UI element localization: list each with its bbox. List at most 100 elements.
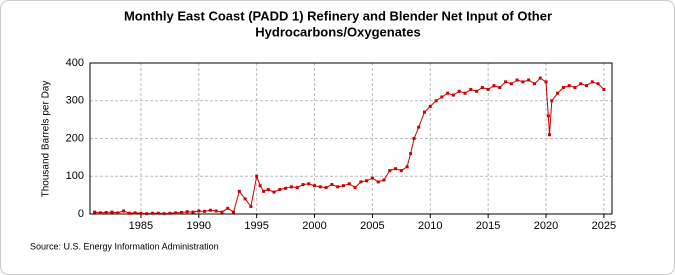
data-point: [272, 190, 276, 194]
y-tick-label: 400: [66, 57, 84, 69]
data-point: [258, 184, 262, 188]
data-point: [532, 82, 536, 86]
data-point: [336, 185, 340, 189]
data-point: [318, 185, 322, 189]
data-point: [492, 84, 496, 88]
data-point: [330, 183, 334, 187]
data-point: [457, 89, 461, 93]
y-tick-label: 0: [78, 208, 84, 220]
data-point: [382, 178, 386, 182]
data-point: [347, 182, 351, 186]
x-tick-label: 2005: [360, 220, 384, 232]
data-point: [255, 174, 259, 178]
data-point: [353, 186, 357, 190]
data-point: [214, 209, 218, 213]
data-point: [266, 187, 270, 191]
data-point: [480, 86, 484, 90]
data-point: [486, 87, 490, 91]
data-point: [590, 80, 594, 84]
data-point: [515, 78, 519, 82]
data-point: [301, 183, 305, 187]
data-point: [475, 89, 479, 93]
data-point: [179, 210, 183, 214]
data-point: [98, 211, 102, 215]
chart-title: Hydrocarbons/Oxygenates: [255, 24, 420, 39]
data-point: [567, 84, 571, 88]
y-tick-label: 300: [66, 95, 84, 107]
data-point: [226, 206, 230, 210]
data-point: [504, 80, 508, 84]
data-point: [521, 80, 525, 84]
data-point: [451, 93, 455, 97]
data-point: [262, 189, 266, 193]
data-point: [446, 91, 450, 95]
data-point: [440, 95, 444, 99]
data-point: [208, 208, 212, 212]
data-point: [417, 125, 421, 129]
data-point: [585, 84, 589, 88]
data-point: [191, 210, 195, 214]
data-point: [237, 189, 241, 193]
data-point: [399, 169, 403, 173]
x-tick-label: 2010: [418, 220, 442, 232]
data-point: [498, 86, 502, 90]
data-point: [527, 78, 531, 82]
source: Source: U.S. Energy Information Administ…: [30, 241, 219, 251]
data-point: [463, 91, 467, 95]
x-tick-label: 2000: [302, 220, 326, 232]
data-point: [546, 114, 550, 118]
data-point: [151, 211, 155, 215]
data-point: [116, 211, 120, 215]
data-point: [203, 209, 207, 213]
data-point: [284, 186, 288, 190]
data-point: [370, 176, 374, 180]
data-point: [376, 180, 380, 184]
x-tick-label: 1985: [129, 220, 153, 232]
plot-area: [89, 62, 613, 215]
data-point: [104, 210, 108, 214]
y-tick-label: 200: [66, 132, 84, 144]
data-point: [289, 185, 293, 189]
data-point: [359, 180, 363, 184]
data-point: [156, 211, 160, 215]
data-point: [579, 82, 583, 86]
data-point: [509, 82, 513, 86]
data-point: [341, 184, 345, 188]
data-point: [409, 152, 413, 156]
x-tick-label: 2015: [476, 220, 500, 232]
data-point: [365, 179, 369, 183]
data-point: [324, 186, 328, 190]
data-point: [434, 99, 438, 103]
data-point: [93, 210, 97, 214]
data-point: [561, 86, 565, 90]
data-point: [162, 212, 166, 216]
data-point: [110, 210, 114, 214]
data-point: [133, 211, 137, 215]
data-point: [249, 204, 253, 208]
data-point: [405, 165, 409, 169]
chart-title: Monthly East Coast (PADD 1) Refinery and…: [124, 8, 552, 23]
data-point: [412, 137, 416, 140]
data-point: [538, 76, 542, 80]
data-point: [596, 82, 600, 86]
data-point: [550, 99, 554, 103]
data-point: [197, 209, 201, 213]
x-tick-label: 1995: [244, 220, 268, 232]
data-point: [139, 211, 143, 215]
data-point: [388, 169, 392, 173]
data-point: [573, 86, 577, 90]
data-point: [220, 210, 224, 214]
data-point: [547, 133, 551, 137]
data-point: [122, 209, 126, 213]
data-point: [602, 87, 606, 91]
data-point: [295, 186, 299, 190]
y-axis-label: Thousand Barrels per Day: [41, 81, 52, 198]
data-point: [394, 167, 398, 171]
y-tick-label: 100: [66, 170, 84, 182]
x-tick-label: 2020: [534, 220, 558, 232]
data-point: [544, 80, 548, 84]
data-point: [232, 210, 236, 214]
data-point: [185, 210, 189, 214]
